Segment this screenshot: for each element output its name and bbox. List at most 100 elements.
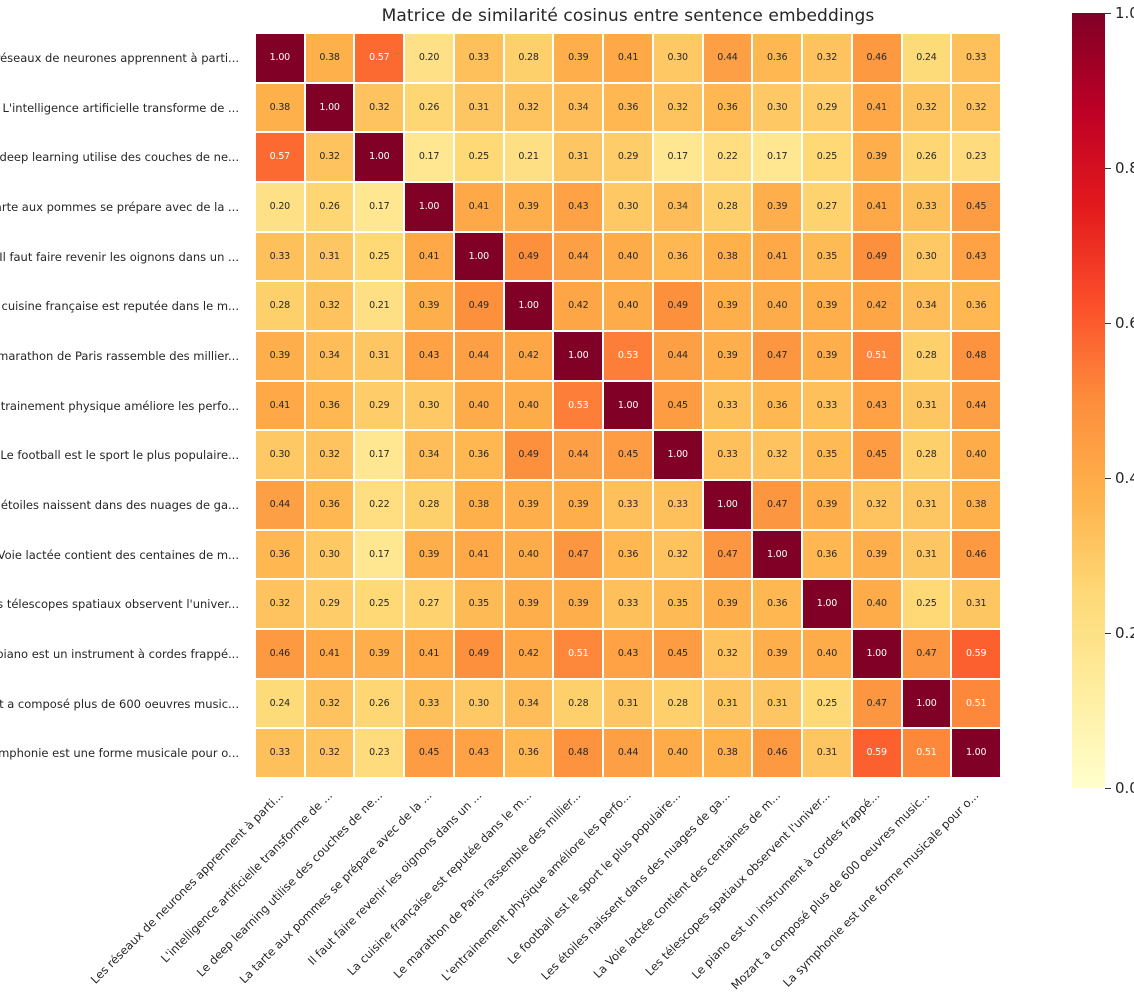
heatmap-cell-value: 0.17 [369,201,390,213]
heatmap-cell: 0.39 [851,529,902,580]
heatmap-cell-value: 0.45 [617,449,639,461]
heatmap-cell-value: 0.28 [269,300,291,312]
heatmap-cell: 1.00 [901,678,952,729]
heatmap-cell: 0.39 [503,182,554,232]
heatmap-cell: 1.00 [404,182,454,232]
heatmap-cell-value: 0.28 [916,350,937,362]
heatmap-cell-value: 0.24 [916,52,937,64]
heatmap-cell-value: 0.29 [319,598,340,610]
colorbar-tick-label: 0.4 [1115,468,1134,487]
heatmap-cell: 0.28 [404,480,454,530]
heatmap-cell: 0.45 [652,629,703,679]
heatmap-cell: 0.35 [453,579,504,629]
x-tick-label: Le piano est un instrument à cordes frap… [688,788,883,982]
heatmap-cell: 0.39 [802,480,852,530]
heatmap-cell-value: 0.28 [418,499,440,511]
heatmap-cell: 1.00 [802,579,852,629]
heatmap-cell-value: 0.32 [667,101,689,113]
heatmap-cell: 0.33 [453,33,504,83]
heatmap-cell-value: 1.00 [269,52,291,64]
heatmap-cell: 0.31 [702,678,753,729]
heatmap-cell: 0.22 [354,480,405,530]
heatmap-cell: 0.32 [304,678,355,729]
heatmap-cell-value: 0.41 [866,101,887,113]
heatmap-cell: 0.40 [603,281,653,331]
heatmap-cell: 0.38 [304,33,355,83]
heatmap-cell: 0.31 [901,480,952,530]
x-tick-label: Les étoiles naissent dans des nuages de … [538,788,734,983]
heatmap-cell: 0.21 [354,281,405,331]
heatmap-cell: 0.36 [603,82,653,133]
heatmap-cell-value: 0.47 [717,548,738,560]
heatmap-cell-value: 0.32 [866,499,887,511]
y-tick-label: La symphonie est une forme musicale pour… [0,746,239,761]
heatmap-cell-value: 0.21 [518,151,539,163]
heatmap-cell-value: 0.33 [667,499,689,511]
heatmap-cell: 0.48 [553,728,604,778]
heatmap-cell: 0.46 [752,728,803,778]
heatmap-cell-value: 0.38 [319,52,340,64]
heatmap-cell: 0.38 [951,480,1001,530]
heatmap-cell-value: 0.26 [916,151,937,163]
y-tick-label: Le deep learning utilise des couches de … [0,150,239,165]
heatmap-cell: 0.39 [255,331,305,381]
heatmap-cell-value: 0.39 [418,548,440,560]
colorbar-tick-mark [1105,322,1111,324]
heatmap-cell: 0.25 [802,132,852,182]
heatmap-cell-value: 0.25 [369,250,390,262]
heatmap-cell: 0.31 [603,678,653,729]
heatmap-cell-value: 0.39 [418,300,440,312]
colorbar-tick-mark [1105,477,1111,479]
heatmap-cell-value: 0.31 [816,747,838,759]
heatmap-cell: 0.23 [354,728,405,778]
heatmap-cell: 0.21 [503,132,554,182]
heatmap-cell: 0.31 [553,132,604,182]
heatmap-cell: 0.32 [851,480,902,530]
heatmap-cell-value: 0.30 [319,548,340,560]
heatmap-cell: 0.44 [255,480,305,530]
heatmap-cell: 0.42 [553,281,604,331]
heatmap-cell-value: 0.20 [418,52,440,64]
heatmap-cell-value: 0.33 [916,201,937,213]
heatmap-cell-value: 0.36 [965,300,987,312]
heatmap-cell-value: 0.44 [468,350,490,362]
heatmap-cell: 0.39 [404,281,454,331]
heatmap-cell-value: 0.28 [518,52,539,64]
heatmap-cell: 0.43 [851,380,902,431]
heatmap-cell-value: 0.32 [269,598,291,610]
heatmap-cell-value: 0.42 [518,648,539,660]
heatmap-cell-value: 0.46 [767,747,788,759]
heatmap-cell-value: 0.32 [319,697,340,709]
heatmap-cell-value: 0.34 [418,449,440,461]
heatmap-cell-value: 0.40 [468,399,490,411]
heatmap-cell-value: 0.22 [369,499,390,511]
heatmap-cell-value: 0.30 [617,201,639,213]
heatmap-cell: 0.41 [453,182,504,232]
heatmap-cell-value: 0.39 [717,300,738,312]
heatmap-cell: 1.00 [255,33,305,83]
heatmap-cell-value: 0.44 [965,399,987,411]
heatmap-cell-value: 0.35 [468,598,490,610]
heatmap-cell: 0.44 [553,430,604,480]
heatmap-grid: 1.00 0.38 0.57 0.20 0.33 0.28 0.39 0.41 0.30 0.44… [255,33,1001,778]
heatmap-cell: 0.33 [404,678,454,729]
heatmap-cell-value: 0.27 [816,201,838,213]
heatmap-cell-value: 1.00 [518,300,539,312]
heatmap-cell: 0.39 [702,281,753,331]
heatmap-cell-value: 0.34 [319,350,340,362]
heatmap-cell-value: 0.32 [319,300,340,312]
heatmap-cell: 0.33 [802,380,852,431]
heatmap-cell: 0.35 [802,430,852,480]
heatmap-cell: 0.39 [553,579,604,629]
heatmap-cell-value: 0.36 [617,101,639,113]
x-tick-label: Le football est le sport le plus populai… [504,788,684,967]
heatmap-cell: 0.36 [951,281,1001,331]
heatmap-cell-value: 0.39 [866,151,887,163]
heatmap-cell: 0.39 [354,629,405,679]
heatmap-cell-value: 0.36 [667,250,689,262]
heatmap-cell: 0.36 [752,380,803,431]
heatmap-cell: 0.43 [951,231,1001,282]
y-tick-label: La tarte aux pommes se prépare avec de l… [0,199,239,214]
heatmap-cell: 0.43 [404,331,454,381]
heatmap-cell-value: 0.49 [866,250,887,262]
